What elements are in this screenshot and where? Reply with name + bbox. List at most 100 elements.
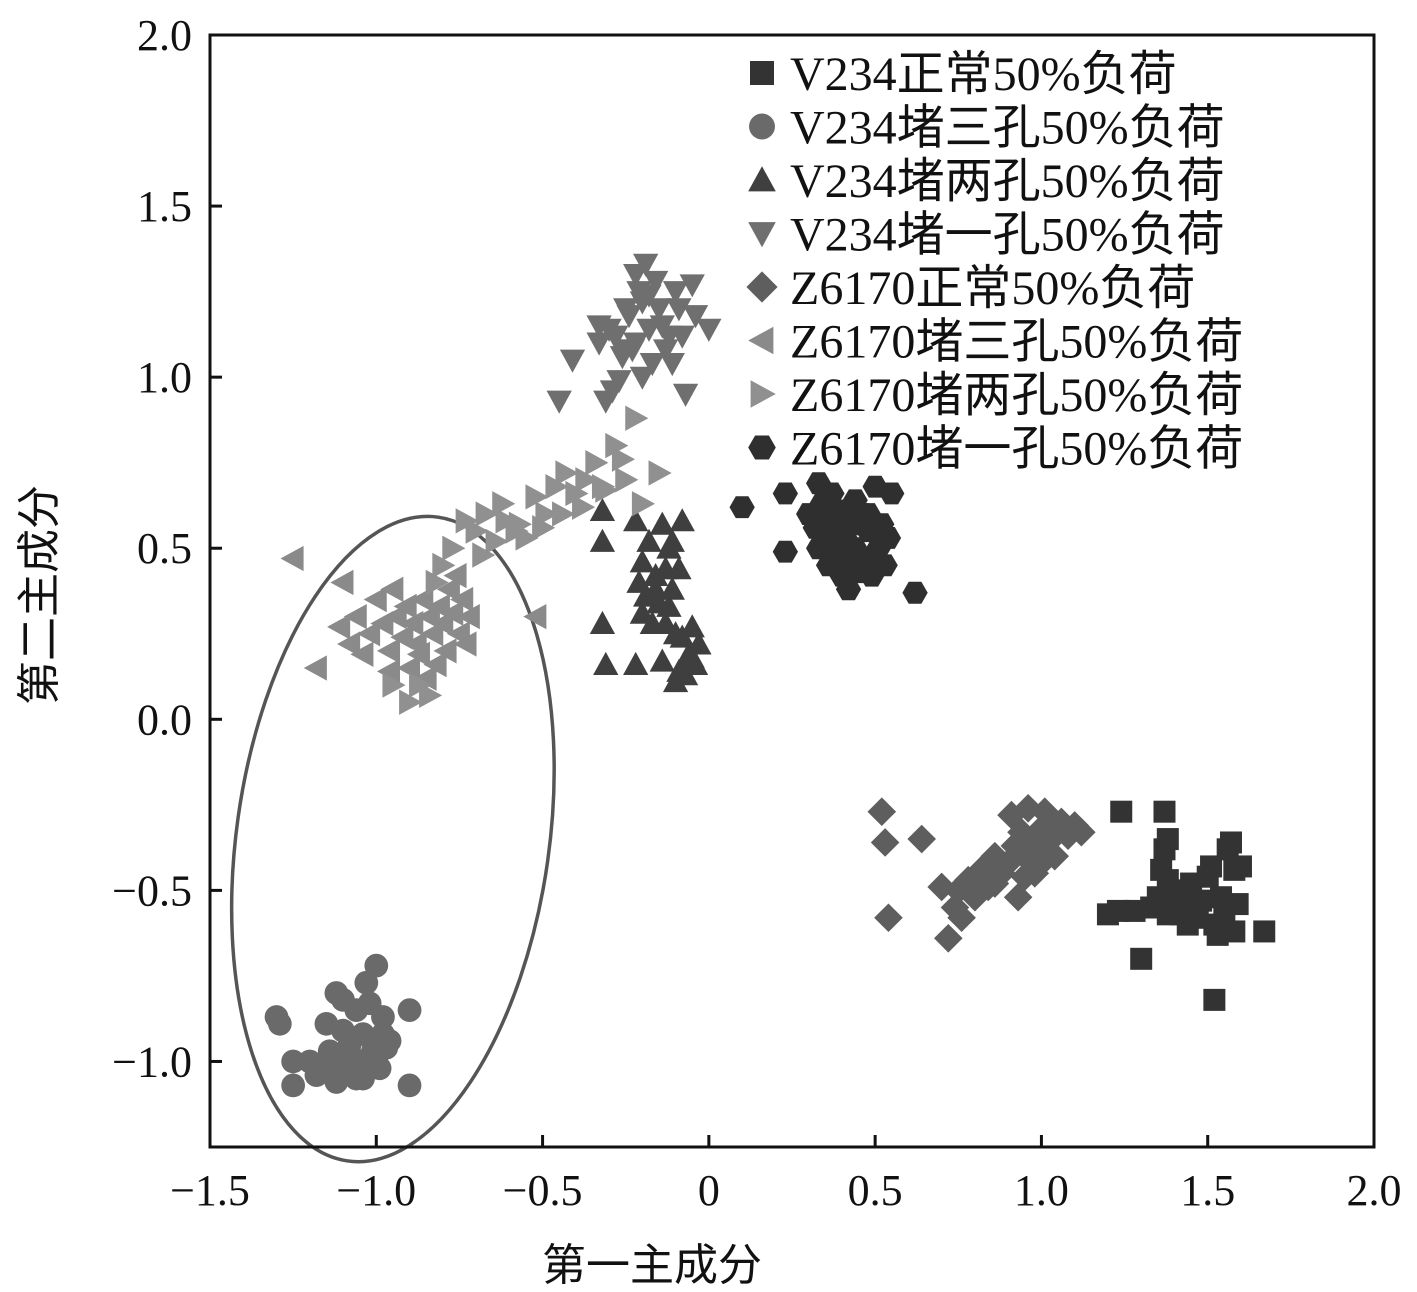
data-point xyxy=(523,604,547,630)
data-point xyxy=(508,511,532,537)
data-point xyxy=(639,353,665,377)
data-point xyxy=(330,569,354,596)
data-point xyxy=(636,528,662,552)
data-point xyxy=(980,869,1010,898)
legend-marker xyxy=(748,435,776,460)
legend-marker xyxy=(748,166,776,192)
data-point xyxy=(589,610,616,634)
data-point xyxy=(636,284,662,308)
data-point xyxy=(874,903,903,933)
legend-item: Z6170堵三孔50%负荷 xyxy=(748,316,1243,369)
data-point xyxy=(652,339,679,363)
data-point xyxy=(1156,828,1179,851)
data-point xyxy=(555,460,579,486)
data-point xyxy=(606,370,632,394)
data-point xyxy=(515,525,539,551)
data-point xyxy=(343,604,367,630)
legend-item: Z6170正常50%负荷 xyxy=(746,262,1195,315)
data-point xyxy=(829,564,855,587)
data-point xyxy=(586,332,612,356)
x-tick-label: −1.5 xyxy=(170,1166,250,1215)
data-point xyxy=(1200,855,1223,878)
data-point xyxy=(1110,800,1133,823)
data-point xyxy=(376,658,401,685)
legend-label: Z6170正常50%负荷 xyxy=(790,262,1195,315)
legend-marker xyxy=(748,222,776,248)
data-point xyxy=(450,586,474,613)
data-point xyxy=(1047,807,1076,837)
data-point xyxy=(337,631,361,657)
data-point xyxy=(442,535,466,561)
data-point xyxy=(682,305,709,329)
data-point xyxy=(419,682,443,709)
data-point xyxy=(1253,920,1276,943)
data-point xyxy=(423,651,447,678)
data-point xyxy=(729,496,755,519)
data-point xyxy=(303,655,327,681)
legend-marker xyxy=(746,271,778,303)
data-point xyxy=(350,641,374,667)
annotation-layer xyxy=(229,514,556,1164)
data-point xyxy=(819,482,845,505)
series-8 xyxy=(729,472,928,604)
data-point xyxy=(572,494,596,520)
data-point xyxy=(609,346,636,370)
data-point xyxy=(666,556,692,580)
data-point xyxy=(623,508,649,532)
data-point xyxy=(589,528,616,552)
x-tick-label: −1.0 xyxy=(336,1166,416,1215)
data-point xyxy=(281,1073,306,1098)
legend-marker xyxy=(748,326,774,355)
data-point xyxy=(327,614,351,640)
data-point xyxy=(806,537,832,560)
data-point xyxy=(1010,862,1040,891)
y-tick-label: 1.5 xyxy=(137,182,192,231)
data-point xyxy=(662,281,689,305)
x-axis-ticks: −1.5 −1.0 −0.5 0 0.5 1.0 1.5 2.0 xyxy=(170,1135,1402,1215)
data-point xyxy=(907,824,937,854)
data-point xyxy=(1130,947,1153,970)
data-point xyxy=(1146,886,1169,909)
data-point xyxy=(492,491,516,517)
legend-label: Z6170堵两孔50%负荷 xyxy=(790,369,1243,422)
data-point xyxy=(472,542,496,568)
data-point xyxy=(682,651,709,676)
x-tick-label: 0.5 xyxy=(848,1166,903,1215)
data-point xyxy=(659,576,685,600)
data-point xyxy=(585,450,609,476)
data-point xyxy=(623,651,649,676)
data-point xyxy=(396,655,420,681)
data-point xyxy=(659,353,685,377)
data-point xyxy=(686,631,712,655)
data-point xyxy=(772,540,798,563)
y-tick-label: −1.0 xyxy=(112,1037,192,1086)
data-point xyxy=(1186,906,1209,929)
data-point xyxy=(662,621,689,645)
data-point xyxy=(629,366,655,390)
highlight-ellipse xyxy=(229,514,556,1164)
data-point xyxy=(872,554,898,577)
data-point xyxy=(867,797,897,826)
legend-item: V234正常50%负荷 xyxy=(750,48,1177,101)
data-point xyxy=(1106,899,1129,922)
data-point xyxy=(879,482,905,505)
data-point xyxy=(631,491,655,517)
y-axis-ticks: 2.0 1.5 1.0 0.5 0.0 −0.5 −1.0 xyxy=(112,11,222,1086)
series-4 xyxy=(546,253,722,414)
legend-marker xyxy=(750,61,774,85)
y-tick-label: −0.5 xyxy=(112,866,192,915)
data-point xyxy=(397,1073,422,1098)
data-point xyxy=(649,648,675,672)
data-point xyxy=(456,604,480,630)
data-point xyxy=(377,1029,402,1053)
series-6 xyxy=(280,545,547,691)
data-point xyxy=(1180,872,1203,895)
legend-item: Z6170堵两孔50%负荷 xyxy=(750,369,1243,422)
data-point xyxy=(947,903,976,933)
data-point xyxy=(546,390,572,414)
data-point xyxy=(425,569,449,596)
data-point xyxy=(1219,831,1242,854)
data-point xyxy=(380,576,404,602)
data-point xyxy=(363,586,387,613)
data-point xyxy=(525,484,549,510)
